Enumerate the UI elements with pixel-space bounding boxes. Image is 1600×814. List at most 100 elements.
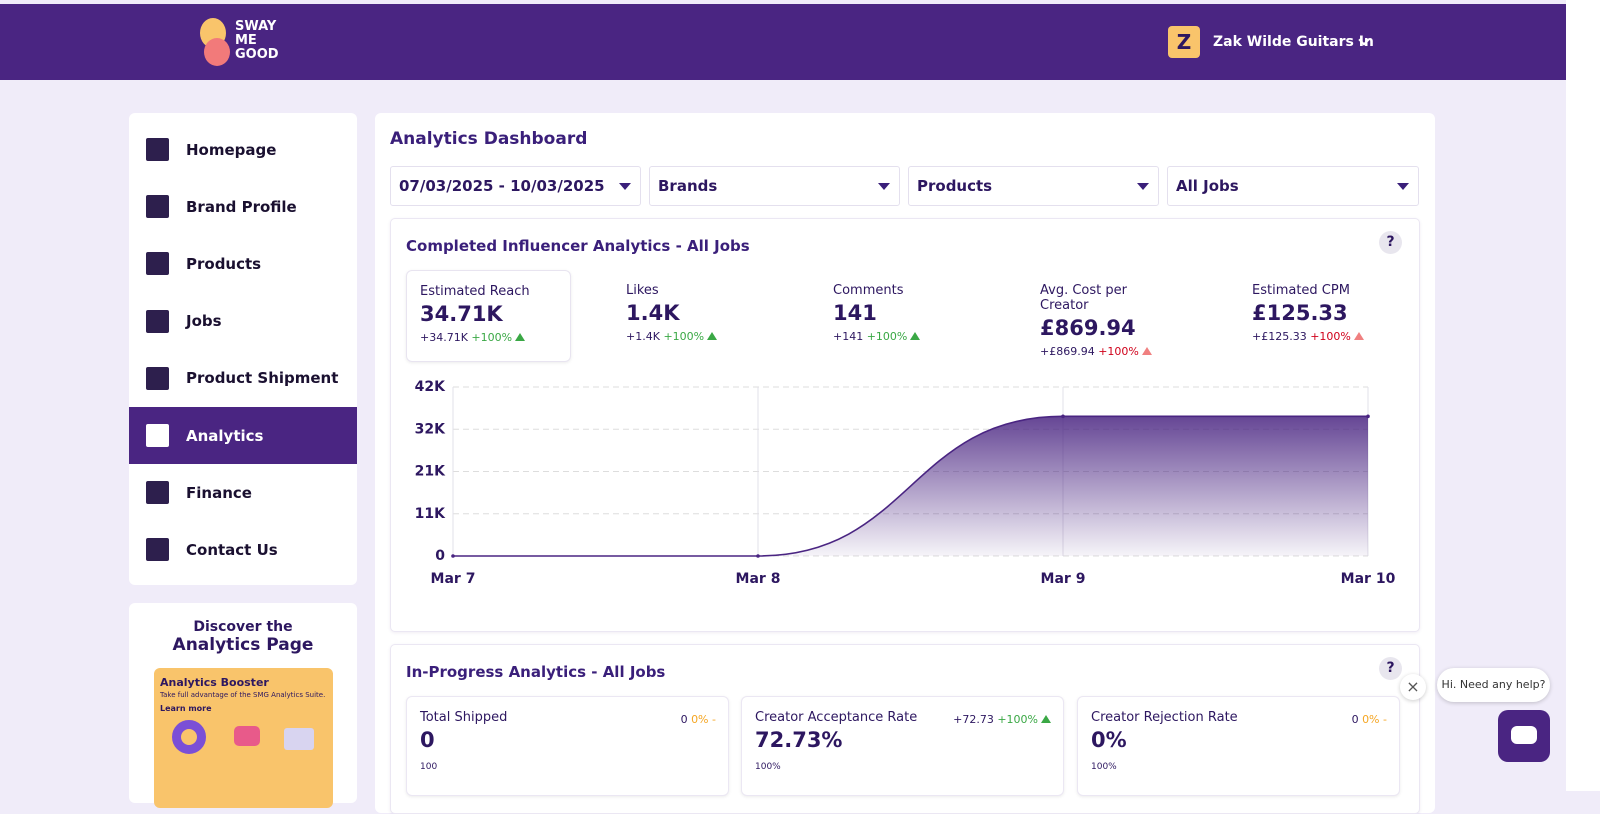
sidebar: Homepage Brand Profile Products Jobs Product… bbox=[129, 113, 357, 585]
header: SWAY ME GOOD Z Zak Wilde Guitars In bbox=[0, 4, 1566, 80]
promo: Discover the Analytics Page Analytics Bo… bbox=[129, 603, 357, 808]
page-title: Analytics Dashboard bbox=[390, 129, 588, 149]
nav-item[interactable]: Products bbox=[129, 235, 357, 292]
logo-text: SWAY ME GOOD bbox=[235, 20, 279, 62]
filter-dropdown[interactable]: 07/03/2025 - 10/03/2025 bbox=[390, 166, 641, 206]
promo-heading: Discover the bbox=[193, 619, 293, 635]
metric-change: +100% bbox=[1098, 345, 1139, 358]
trend-arrow bbox=[707, 332, 718, 340]
metric-label: Estimated CPM bbox=[1252, 283, 1350, 298]
stat-label: Total Shipped bbox=[420, 710, 508, 725]
avatar: Z bbox=[1168, 26, 1200, 58]
promo-art bbox=[234, 726, 260, 746]
promo-card-title: Analytics Booster bbox=[160, 676, 269, 689]
metric-delta: +1.4K bbox=[626, 330, 660, 343]
stat-axis: 100% bbox=[755, 762, 781, 772]
point bbox=[756, 554, 760, 558]
chat-bubble[interactable]: Hi. Need any help? bbox=[1437, 668, 1550, 702]
metric[interactable]: Likes 1.4K +1.4K +100% bbox=[613, 270, 778, 362]
metric-delta-row: +£125.33 +100% bbox=[1252, 330, 1391, 343]
chat-button[interactable] bbox=[1498, 710, 1550, 762]
nav-item[interactable]: Finance bbox=[129, 464, 357, 521]
nav-icon bbox=[146, 138, 169, 161]
stat-label: Creator Rejection Rate bbox=[1091, 710, 1238, 725]
logo-word: GOOD bbox=[235, 47, 279, 62]
filter-dropdown[interactable]: Products bbox=[908, 166, 1159, 206]
metric-change: +100% bbox=[1310, 330, 1351, 343]
nav-item[interactable]: Homepage bbox=[129, 121, 357, 178]
point bbox=[1061, 414, 1065, 419]
metric[interactable]: Avg. Cost per Creator £869.94 +£869.94 +10… bbox=[1027, 270, 1192, 362]
nav-item[interactable]: Analytics bbox=[129, 407, 357, 464]
y-tick-label: 0 bbox=[435, 548, 445, 564]
scrollbar bbox=[1566, 0, 1600, 791]
nav-item[interactable]: Product Shipment bbox=[129, 350, 357, 407]
help-button[interactable]: ? bbox=[1379, 231, 1402, 254]
user-name[interactable]: Zak Wilde Guitars In bbox=[1213, 34, 1374, 50]
promo-art bbox=[284, 728, 314, 750]
logo-mark bbox=[200, 18, 230, 66]
stat-delta-row: 0 0% - bbox=[1352, 713, 1387, 726]
x-tick-label: Mar 9 bbox=[1041, 571, 1086, 587]
logo-word: SWAY bbox=[235, 19, 277, 34]
x-tick-label: Mar 10 bbox=[1341, 571, 1396, 587]
metric-delta-row: +34.71K +100% bbox=[420, 331, 557, 344]
filter-dropdown[interactable]: Brands bbox=[649, 166, 900, 206]
nav-icon bbox=[146, 481, 169, 505]
panel-title: In-Progress Analytics - All Jobs bbox=[406, 663, 666, 681]
metric-value: 141 bbox=[833, 301, 877, 325]
metric-change: +100% bbox=[663, 330, 705, 343]
nav-icon bbox=[146, 538, 169, 562]
nav-item[interactable]: Jobs bbox=[129, 293, 357, 350]
point bbox=[1366, 414, 1370, 419]
metric-change: +100% bbox=[471, 331, 513, 344]
promo-card[interactable]: Analytics Booster Take full advantage of… bbox=[154, 668, 333, 808]
promo-card-link[interactable]: Learn more bbox=[160, 704, 212, 713]
metric-value: £869.94 bbox=[1040, 316, 1136, 340]
area-line bbox=[453, 415, 1368, 557]
panel-title: Completed Influencer Analytics - All Job… bbox=[406, 237, 750, 255]
stat-delta: 0 bbox=[680, 713, 688, 726]
stat-delta-row: +72.73 +100% bbox=[953, 713, 1051, 726]
chart: 0 11K 21K 32K 42K Mar 7 Mar 8 Mar 9 Mar 10 bbox=[415, 379, 1396, 587]
stat-delta: +72.73 bbox=[953, 713, 994, 726]
stat-axis: 100 bbox=[420, 762, 438, 772]
chat-close[interactable]: × bbox=[1400, 674, 1426, 700]
nav-item[interactable]: Brand Profile bbox=[129, 178, 357, 235]
nav-item[interactable]: Contact Us bbox=[129, 521, 357, 578]
stat-trend: - bbox=[712, 713, 716, 726]
filter-dropdown[interactable]: All Jobs bbox=[1167, 166, 1419, 206]
stat-delta-row: 0 0% - bbox=[681, 713, 716, 726]
y-tick-label: 42K bbox=[415, 379, 446, 395]
stat-value: 72.73% bbox=[755, 728, 843, 752]
nav-icon bbox=[146, 424, 169, 447]
promo-art bbox=[172, 720, 206, 754]
metric-delta: +£125.33 bbox=[1252, 330, 1307, 343]
trend-arrow bbox=[515, 333, 526, 341]
trend-arrow bbox=[1041, 715, 1051, 723]
x-tick-label: Mar 7 bbox=[431, 571, 476, 587]
metric-change: +100% bbox=[866, 330, 908, 343]
help-button[interactable]: ? bbox=[1379, 657, 1402, 680]
stat-change: 0% bbox=[1362, 713, 1380, 726]
metric-value: £125.33 bbox=[1252, 301, 1348, 325]
y-tick-label: 11K bbox=[415, 506, 446, 522]
stat-card: Creator Rejection Rate 0% 100% 0 0% - bbox=[1077, 696, 1400, 796]
metric[interactable]: Comments 141 +141 +100% bbox=[820, 270, 985, 362]
metric[interactable]: Estimated CPM £125.33 +£125.33 +100% bbox=[1239, 270, 1404, 362]
promo-heading: Analytics Page bbox=[172, 635, 314, 655]
logo-word: ME bbox=[235, 33, 257, 48]
stat-trend: - bbox=[1383, 713, 1387, 726]
y-tick-label: 32K bbox=[415, 421, 446, 437]
metric-label: Comments bbox=[833, 283, 904, 298]
nav-icon bbox=[146, 195, 169, 219]
stat-axis: 100% bbox=[1091, 762, 1117, 772]
metric-label: Estimated Reach bbox=[420, 284, 530, 299]
stat-card: Creator Acceptance Rate 72.73% 100% +72.73 … bbox=[741, 696, 1064, 796]
metric-label: Likes bbox=[626, 283, 659, 298]
metric-value: 34.71K bbox=[420, 302, 503, 326]
metric-delta-row: +£869.94 +100% bbox=[1040, 345, 1179, 358]
metric[interactable]: Estimated Reach 34.71K +34.71K +100% bbox=[406, 270, 571, 362]
trend-arrow bbox=[1141, 347, 1152, 355]
